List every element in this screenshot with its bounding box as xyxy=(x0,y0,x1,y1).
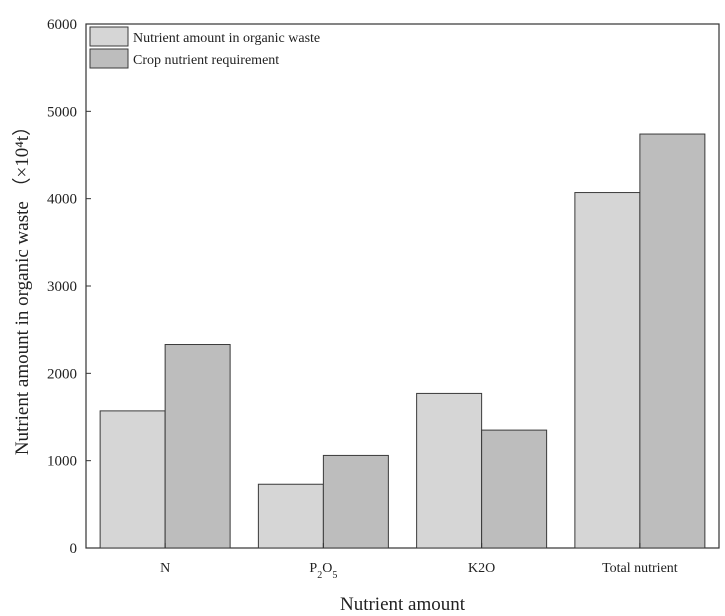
bar xyxy=(416,392,483,549)
bars-group xyxy=(99,133,706,549)
y-tick-label: 2000 xyxy=(47,366,77,382)
y-tick-label: 0 xyxy=(70,541,78,557)
x-axis-title: Nutrient amount xyxy=(340,594,466,615)
x-tick-label: K2O xyxy=(468,561,495,576)
y-tick-label: 3000 xyxy=(47,279,77,295)
y-tick-label: 6000 xyxy=(47,17,77,33)
y-axis: 0 1000 2000 3000 4000 5000 6000 xyxy=(47,17,91,557)
x-axis: N P2O5 K2O Total nutrient xyxy=(160,543,678,581)
legend-swatch xyxy=(89,48,129,69)
legend-label: Nutrient amount in organic waste xyxy=(133,31,320,46)
x-tick-label: P2O5 xyxy=(309,561,337,581)
y-tick-label: 1000 xyxy=(47,454,77,470)
y-axis-title: Nutrient amount in organic waste （×10⁴t） xyxy=(11,117,33,455)
x-tick-label: N xyxy=(160,561,170,576)
legend: Nutrient amount in organic waste Crop nut… xyxy=(89,26,320,69)
bar xyxy=(481,429,548,549)
bar xyxy=(257,483,324,549)
legend-swatch xyxy=(89,26,129,47)
y-tick-label: 4000 xyxy=(47,192,77,208)
bar xyxy=(164,344,231,549)
bar xyxy=(639,133,706,549)
bar xyxy=(99,410,166,549)
bar xyxy=(574,192,641,549)
bar xyxy=(322,454,389,549)
x-tick-label: Total nutrient xyxy=(602,561,678,576)
legend-label: Crop nutrient requirement xyxy=(133,53,279,68)
y-tick-label: 5000 xyxy=(47,104,77,120)
